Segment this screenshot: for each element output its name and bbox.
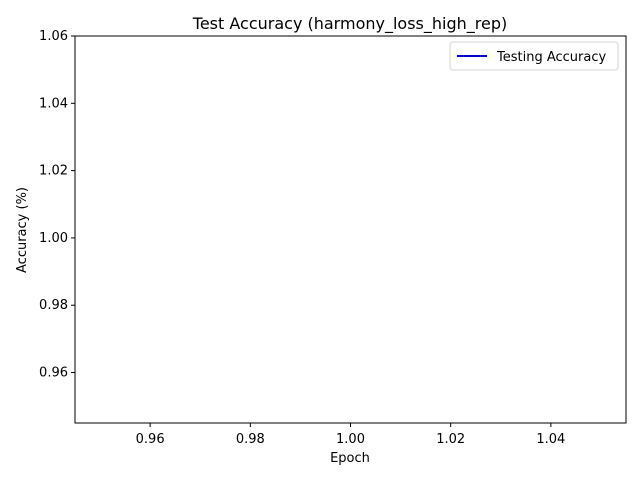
x-tick-label: 0.96 <box>136 432 165 447</box>
x-tick-label: 1.00 <box>336 432 365 447</box>
x-tick-label: 1.04 <box>536 432 565 447</box>
y-axis-label: Accuracy (%) <box>15 187 30 273</box>
chart-title: Test Accuracy (harmony_loss_high_rep) <box>192 14 507 34</box>
chart-legend: Testing Accuracy <box>449 41 619 71</box>
y-tick-label: 1.02 <box>39 164 68 179</box>
legend-box <box>449 41 619 71</box>
y-tick-label: 0.96 <box>39 366 68 381</box>
y-tick-label: 0.98 <box>39 298 68 313</box>
x-axis-ticks: 0.96 0.98 1.00 1.02 1.04 <box>136 423 565 447</box>
y-tick-label: 1.06 <box>39 29 68 44</box>
x-tick-label: 1.02 <box>436 432 465 447</box>
y-axis-ticks: 0.96 0.98 1.00 1.02 1.04 1.06 <box>39 29 75 381</box>
legend-label-testing-accuracy: Testing Accuracy <box>496 50 606 65</box>
x-axis-label: Epoch <box>330 451 370 466</box>
y-tick-label: 1.04 <box>39 96 68 111</box>
y-tick-label: 1.00 <box>39 231 68 246</box>
x-tick-label: 0.98 <box>236 432 265 447</box>
